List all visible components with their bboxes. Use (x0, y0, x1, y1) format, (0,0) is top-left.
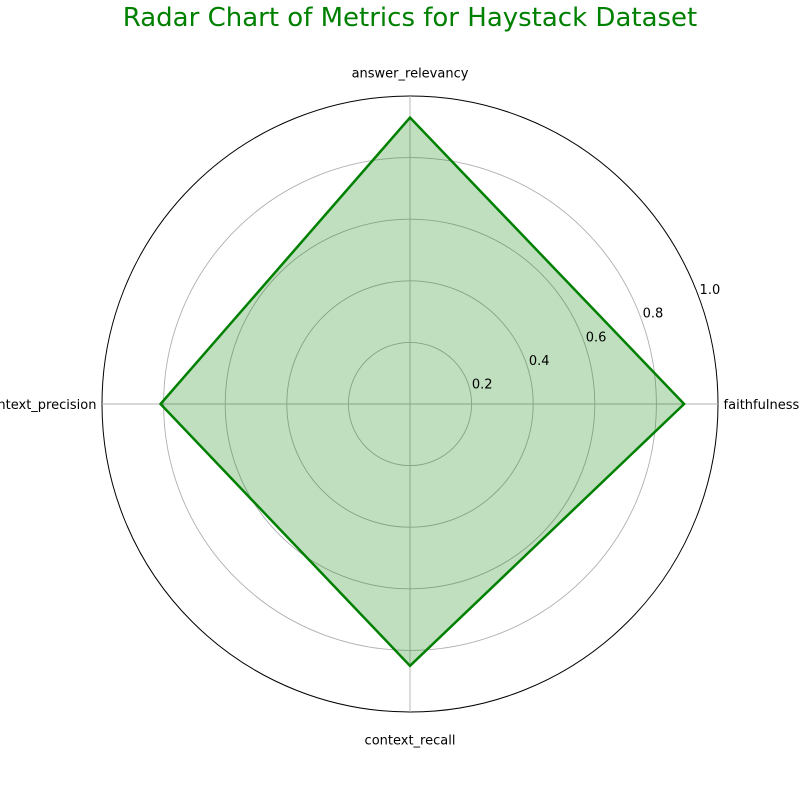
category-label: faithfulness (724, 398, 800, 413)
series-line (158, 115, 686, 668)
radial-tick-label: 0.6 (586, 330, 607, 345)
radial-tick-label: 0.2 (472, 377, 493, 392)
radial-tick-label: 0.8 (643, 307, 664, 322)
series-fill (160, 117, 685, 666)
category-label: context_precision (0, 398, 96, 413)
radial-tick-label: 1.0 (700, 283, 721, 298)
radial-tick-label: 0.4 (529, 354, 550, 369)
chart-title: Radar Chart of Metrics for Haystack Data… (123, 3, 698, 33)
category-label: answer_relevancy (352, 66, 469, 81)
radar-series (158, 115, 686, 668)
category-label: context_recall (365, 734, 456, 749)
radar-labels: faithfulness answer_relevancy context_prec… (0, 66, 799, 748)
radar-grid (101, 95, 719, 713)
